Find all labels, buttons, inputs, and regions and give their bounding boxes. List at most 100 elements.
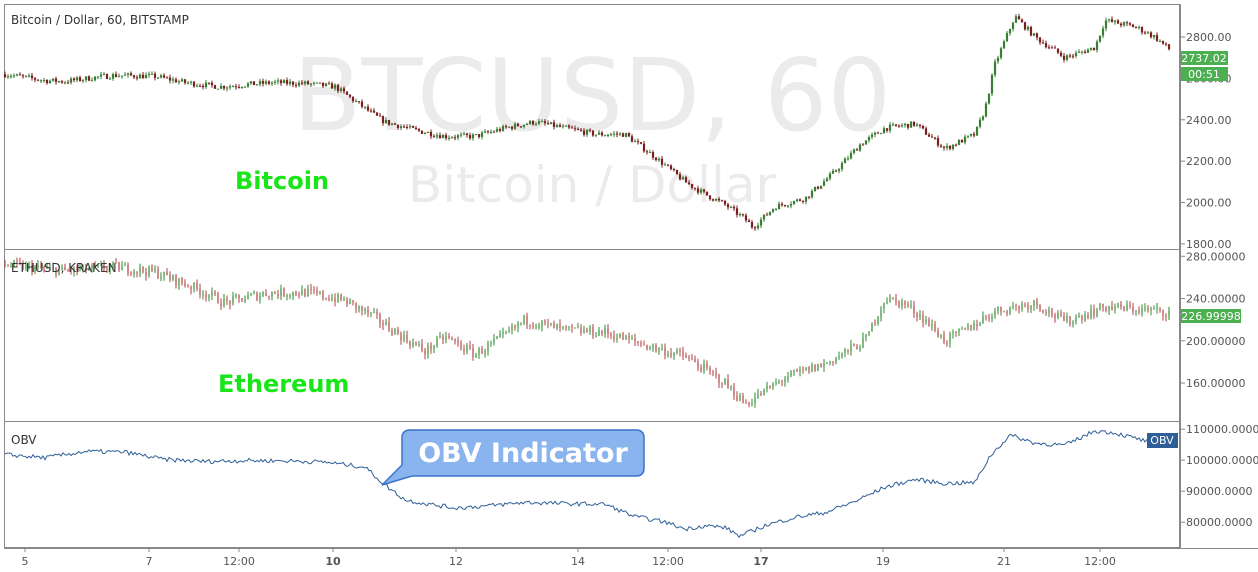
btc-candle-body [465, 133, 469, 136]
eth-candle-body [763, 388, 765, 396]
eth-candle-body [250, 293, 252, 296]
eth-pane[interactable] [4, 249, 1180, 422]
btc-candle-body [621, 133, 625, 137]
btc-candle-body [675, 169, 679, 175]
eth-candle-body [646, 344, 648, 349]
btc-candle-body [585, 129, 589, 135]
eth-candle-body [676, 350, 678, 354]
eth-candle-body [1048, 309, 1050, 313]
eth-candle-body [673, 353, 675, 356]
btc-candle-body [759, 219, 763, 226]
btc-candle-body [990, 75, 994, 94]
btc-candle-body [192, 81, 196, 87]
time-axis[interactable]: 5 7 12:00 10 12 14 12:00 17 19 21 12:00 [22, 548, 1116, 568]
btc-candle-body [762, 214, 766, 220]
eth-candle-body [481, 348, 483, 354]
btc-candle-body [1095, 41, 1099, 51]
eth-candle-body [277, 293, 279, 297]
btc-candle-body [768, 211, 772, 215]
eth-candle-body [553, 322, 555, 329]
eth-candle-body [511, 325, 513, 331]
btc-candles [3, 13, 1171, 231]
btc-candle-body [375, 112, 379, 116]
btc-candle-body [90, 80, 94, 82]
eth-candle-body [316, 290, 318, 294]
eth-candle-body [394, 329, 396, 335]
btc-candle-body [498, 129, 502, 131]
btc-candle-body [513, 123, 517, 129]
btc-candle-body [642, 143, 646, 152]
eth-candle-body [1162, 310, 1164, 316]
btc-candle-body [126, 73, 130, 75]
btc-candle-body [1143, 32, 1147, 34]
btc-candle-body [333, 84, 337, 89]
btc-candle-body [753, 227, 757, 229]
btc-candle-body [24, 75, 28, 77]
btc-candle-body [300, 82, 304, 84]
eth-candle-body [454, 339, 456, 341]
eth-candle-body [667, 352, 669, 356]
eth-price-axis[interactable]: 160.00000 200.00000 240.00000 280.00000 [1180, 250, 1246, 390]
btc-candle-body [339, 88, 343, 91]
eth-candle-body [193, 282, 195, 290]
btc-candle-body [531, 120, 535, 125]
btc-candle-body [936, 138, 940, 146]
btc-candle-body [453, 137, 457, 139]
btc-candle-body [1152, 35, 1156, 38]
eth-candle-body [655, 344, 657, 351]
eth-candle-body [1144, 308, 1146, 310]
obv-value-axis[interactable]: 80000.0000 90000.0000 100000.0000 110000.00… [1180, 423, 1258, 529]
eth-candle-body [433, 345, 435, 350]
time-tick-label: 12:00 [1084, 555, 1116, 568]
svg-text:OBV: OBV [1150, 434, 1174, 447]
eth-candle-body [745, 402, 747, 404]
btc-candle-body [312, 82, 316, 84]
eth-candle-body [199, 288, 201, 295]
eth-candle-body [307, 288, 309, 297]
eth-candle-body [643, 344, 645, 346]
btc-candle-body [876, 132, 880, 134]
eth-candle-body [721, 383, 723, 385]
btc-candle-body [384, 119, 388, 124]
eth-candle-body [928, 319, 930, 327]
eth-candle-body [814, 364, 816, 371]
eth-candle-body [364, 308, 366, 311]
btc-candle-body [651, 151, 655, 158]
eth-candle-body [1102, 303, 1104, 308]
svg-text:00:51: 00:51 [1188, 68, 1220, 81]
btc-candle-body [816, 186, 820, 189]
btc-candle-body [321, 82, 325, 87]
eth-candle-body [1078, 315, 1080, 318]
btc-candle-body [216, 88, 220, 90]
eth-candle-body [325, 298, 327, 300]
eth-candle-body [838, 356, 840, 358]
time-tick-label: 12 [449, 555, 463, 568]
eth-candle-body [802, 369, 804, 371]
eth-candle-body [124, 264, 126, 266]
eth-candle-body [652, 344, 654, 348]
eth-candle-body [964, 328, 966, 330]
btc-candle-body [156, 77, 160, 79]
eth-candle-body [610, 333, 612, 336]
btc-candle-body [738, 214, 742, 216]
obv-tick-label: 90000.0000 [1186, 485, 1252, 498]
eth-candle-body [1045, 312, 1047, 314]
obv-pane[interactable] [4, 421, 1180, 548]
time-tick-label: 19 [876, 555, 890, 568]
btc-candle-body [1071, 55, 1075, 57]
eth-candle-body [1015, 305, 1017, 307]
btc-candle-body [999, 48, 1003, 58]
eth-candle-body [1117, 303, 1119, 307]
eth-candle-body [355, 302, 357, 310]
eth-candle-body [301, 289, 303, 296]
eth-candle-body [1123, 306, 1125, 311]
eth-candle-body [121, 265, 123, 271]
time-tick-label: 7 [146, 555, 153, 568]
btc-candle-body [150, 73, 154, 75]
eth-candle-body [1168, 310, 1170, 317]
eth-candle-body [151, 266, 153, 271]
eth-candle-body [574, 327, 576, 329]
btc-candle-body [576, 128, 580, 130]
obv-tick-label: 100000.0000 [1186, 454, 1258, 467]
